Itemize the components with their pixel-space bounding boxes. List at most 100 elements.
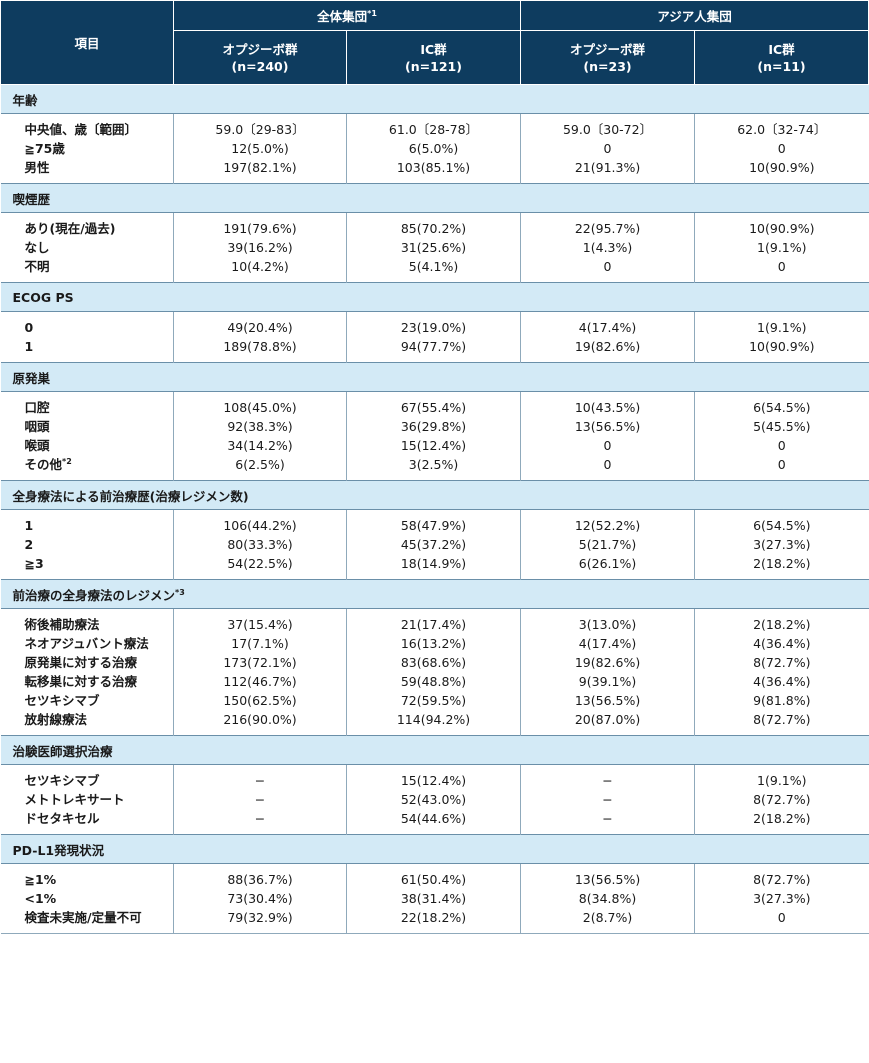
- table-cell-value: 0: [603, 259, 612, 274]
- row-label-text: 放射線療法: [24, 712, 88, 727]
- value-column-cell: − − −: [520, 764, 695, 835]
- table-cell-value: 62.0〔32-74〕: [737, 122, 827, 137]
- table-cell-value: −: [602, 811, 613, 826]
- table-cell-value: 9(81.8%): [753, 693, 811, 708]
- table-cell-value: 108(45.0%): [223, 400, 297, 415]
- column-header-n: (n=23): [583, 58, 632, 74]
- section-title-text: 原発巣: [12, 370, 51, 386]
- value-column-cell: 2(18.2%) 4(36.4%) 8(72.7%) 4(36.4%) 9(81.8%)…: [694, 608, 869, 736]
- table-header: 項目 全体集団*1 アジア人集団 オプジーボ群 (n=240) IC群 (n=121…: [0, 0, 869, 85]
- table-cell-value: 17(7.1%): [231, 636, 289, 651]
- section-body-row: あり(現在/過去) なし 不明 191(79.6%) 39(16.2%) 10(4.2%)…: [0, 212, 869, 283]
- row-label: なし: [25, 238, 174, 257]
- value-column-cell: 13(56.5%) 8(34.8%) 2(8.7%): [520, 863, 695, 934]
- table-cell-value: 5(45.5%): [753, 419, 811, 434]
- table-cell-value: 22(95.7%): [574, 221, 641, 236]
- table-cell-value: 216(90.0%): [223, 712, 297, 727]
- table-cell-value: 34(14.2%): [227, 438, 293, 453]
- row-label: その他*2: [25, 455, 174, 474]
- table-cell-value: 2(18.2%): [753, 811, 811, 826]
- table-cell-value: 1(4.3%): [582, 240, 633, 255]
- table-cell-value: 114(94.2%): [396, 712, 471, 727]
- section-title: PD-L1発現状況: [0, 834, 869, 864]
- row-label: 不明: [25, 257, 174, 276]
- value-column-cell: 10(90.9%) 1(9.1%) 0: [694, 212, 869, 283]
- row-label-text: なし: [24, 240, 50, 255]
- table-cell-value: −: [602, 773, 613, 788]
- table-cell-value: 16(13.2%): [400, 636, 467, 651]
- section-title-text: ECOG PS: [12, 289, 74, 305]
- table-cell-value: 37(15.4%): [227, 617, 293, 632]
- section-header-row: 喫煙歴: [0, 183, 869, 213]
- section-header-row: 原発巣: [0, 362, 869, 392]
- table-cell-value: 197(82.1%): [223, 160, 297, 175]
- value-column-cell: 49(20.4%) 189(78.8%): [173, 311, 347, 363]
- section-body-row: セツキシマブ メトトレキサート ドセタキセル − − − 15(12.4%) 52(43.0%…: [0, 764, 869, 835]
- column-header-name: オプジーボ群: [222, 41, 298, 57]
- group-header-asian: アジア人集団: [520, 0, 869, 31]
- table-cell-value: 2(8.7%): [582, 910, 633, 925]
- column-header-n: (n=11): [757, 58, 806, 74]
- value-column-cell: 22(95.7%) 1(4.3%) 0: [520, 212, 695, 283]
- table-cell-value: 8(72.7%): [753, 792, 811, 807]
- value-column-cell: 59.0〔30-72〕 0 21(91.3%): [520, 113, 695, 184]
- value-column-cell: 37(15.4%) 17(7.1%) 173(72.1%) 112(46.7%) 150…: [173, 608, 347, 736]
- value-column-cell: 3(13.0%) 4(17.4%) 19(82.6%) 9(39.1%) 13(56.5…: [520, 608, 695, 736]
- row-labels-cell: ≧1% <1% 検査未実施/定量不可: [1, 864, 174, 934]
- table-cell-value: 3(2.5%): [408, 457, 459, 472]
- table-cell-value: 0: [777, 141, 786, 156]
- column-header-name: IC群: [420, 41, 447, 57]
- value-column-cell: 1(9.1%) 10(90.9%): [694, 311, 869, 363]
- row-label: セツキシマブ: [25, 691, 174, 710]
- column-header: オプジーボ群 (n=240): [173, 30, 347, 85]
- value-column-cell: 23(19.0%) 94(77.7%): [345, 311, 521, 363]
- section-title: 年齢: [0, 84, 869, 114]
- table-cell-value: 67(55.4%): [400, 400, 467, 415]
- table-cell-value: 150(62.5%): [223, 693, 297, 708]
- table-cell-value: 10(90.9%): [749, 339, 815, 354]
- table-cell-value: 4(36.4%): [753, 674, 811, 689]
- row-label-text: ≧75歳: [24, 141, 65, 156]
- row-label: <1%: [25, 889, 174, 908]
- row-label-text: 喉頭: [24, 438, 50, 453]
- section-title: 原発巣: [0, 362, 869, 392]
- row-label: メトトレキサート: [25, 790, 174, 809]
- row-label-text: 術後補助療法: [24, 617, 100, 632]
- column-header-n: (n=121): [405, 58, 462, 74]
- table-cell-value: 13(56.5%): [574, 693, 641, 708]
- value-column-cell: 62.0〔32-74〕 0 10(90.9%): [694, 113, 869, 184]
- table-cell-value: −: [254, 792, 266, 807]
- table-cell-value: 0: [777, 438, 786, 453]
- section-title: 全身療法による前治療歴(治療レジメン数): [0, 480, 869, 510]
- row-label-text: 中央値、歳〔範囲〕: [24, 122, 138, 137]
- section-title-text: 治験医師選択治療: [12, 743, 113, 759]
- table-cell-value: 19(82.6%): [574, 339, 641, 354]
- row-label: 転移巣に対する治療: [25, 672, 174, 691]
- row-label-text: メトトレキサート: [24, 792, 125, 807]
- table-cell-value: 19(82.6%): [574, 655, 641, 670]
- value-column-cell: 21(17.4%) 16(13.2%) 83(68.6%) 59(48.8%) 72(5…: [345, 608, 521, 736]
- row-label-text: 1: [24, 518, 34, 533]
- section-body-row: ≧1% <1% 検査未実施/定量不可 88(36.7%) 73(30.4%) 79(32.…: [0, 863, 869, 934]
- table-cell-value: 83(68.6%): [400, 655, 467, 670]
- table-cell-value: 5(4.1%): [408, 259, 459, 274]
- section-body-row: 口腔 咽頭 喉頭 その他*2 108(45.0%) 92(38.3%) 34(14.2%) 6…: [0, 391, 869, 481]
- section-title: 前治療の全身療法のレジメン*3: [0, 579, 869, 609]
- table-cell-value: 6(54.5%): [753, 518, 811, 533]
- section-header-row: 全身療法による前治療歴(治療レジメン数): [0, 480, 869, 510]
- table-cell-value: 2(18.2%): [753, 556, 811, 571]
- value-column-cell: 61(50.4%) 38(31.4%) 22(18.2%): [345, 863, 521, 934]
- row-label: 1: [25, 337, 174, 356]
- row-label-text: ≧1%: [24, 872, 57, 887]
- row-label-text: 口腔: [24, 400, 50, 415]
- table-cell-value: 4(17.4%): [578, 320, 637, 335]
- table-cell-value: 3(27.3%): [753, 537, 811, 552]
- row-label-text: 転移巣に対する治療: [24, 674, 138, 689]
- table-cell-value: −: [254, 811, 266, 826]
- row-label: 口腔: [25, 398, 174, 417]
- table-cell-value: 10(4.2%): [231, 259, 289, 274]
- row-label-text: 原発巣に対する治療: [24, 655, 138, 670]
- table-cell-value: 21(91.3%): [574, 160, 641, 175]
- group-header-all: 全体集団*1: [172, 0, 522, 31]
- table-cell-value: 59.0〔29-83〕: [215, 122, 305, 137]
